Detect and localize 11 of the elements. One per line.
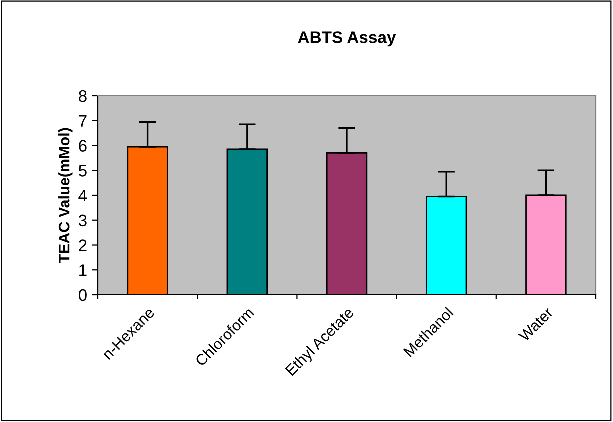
y-tick-label: 7	[79, 115, 87, 127]
y-tick-label: 3	[78, 214, 87, 227]
y-axis-title: TEAC Value(mMol)	[58, 128, 73, 264]
y-tick-label: 6	[79, 140, 87, 152]
y-tick-label: 1	[80, 264, 87, 276]
y-tick-label: 8	[79, 90, 87, 102]
y-tick-label: 4	[78, 190, 88, 202]
y-tick-label: 5	[78, 165, 87, 177]
y-tick-label: 0	[78, 289, 87, 302]
y-tick-label: 2	[79, 240, 87, 252]
chart-title: ABTS Assay	[298, 32, 396, 47]
